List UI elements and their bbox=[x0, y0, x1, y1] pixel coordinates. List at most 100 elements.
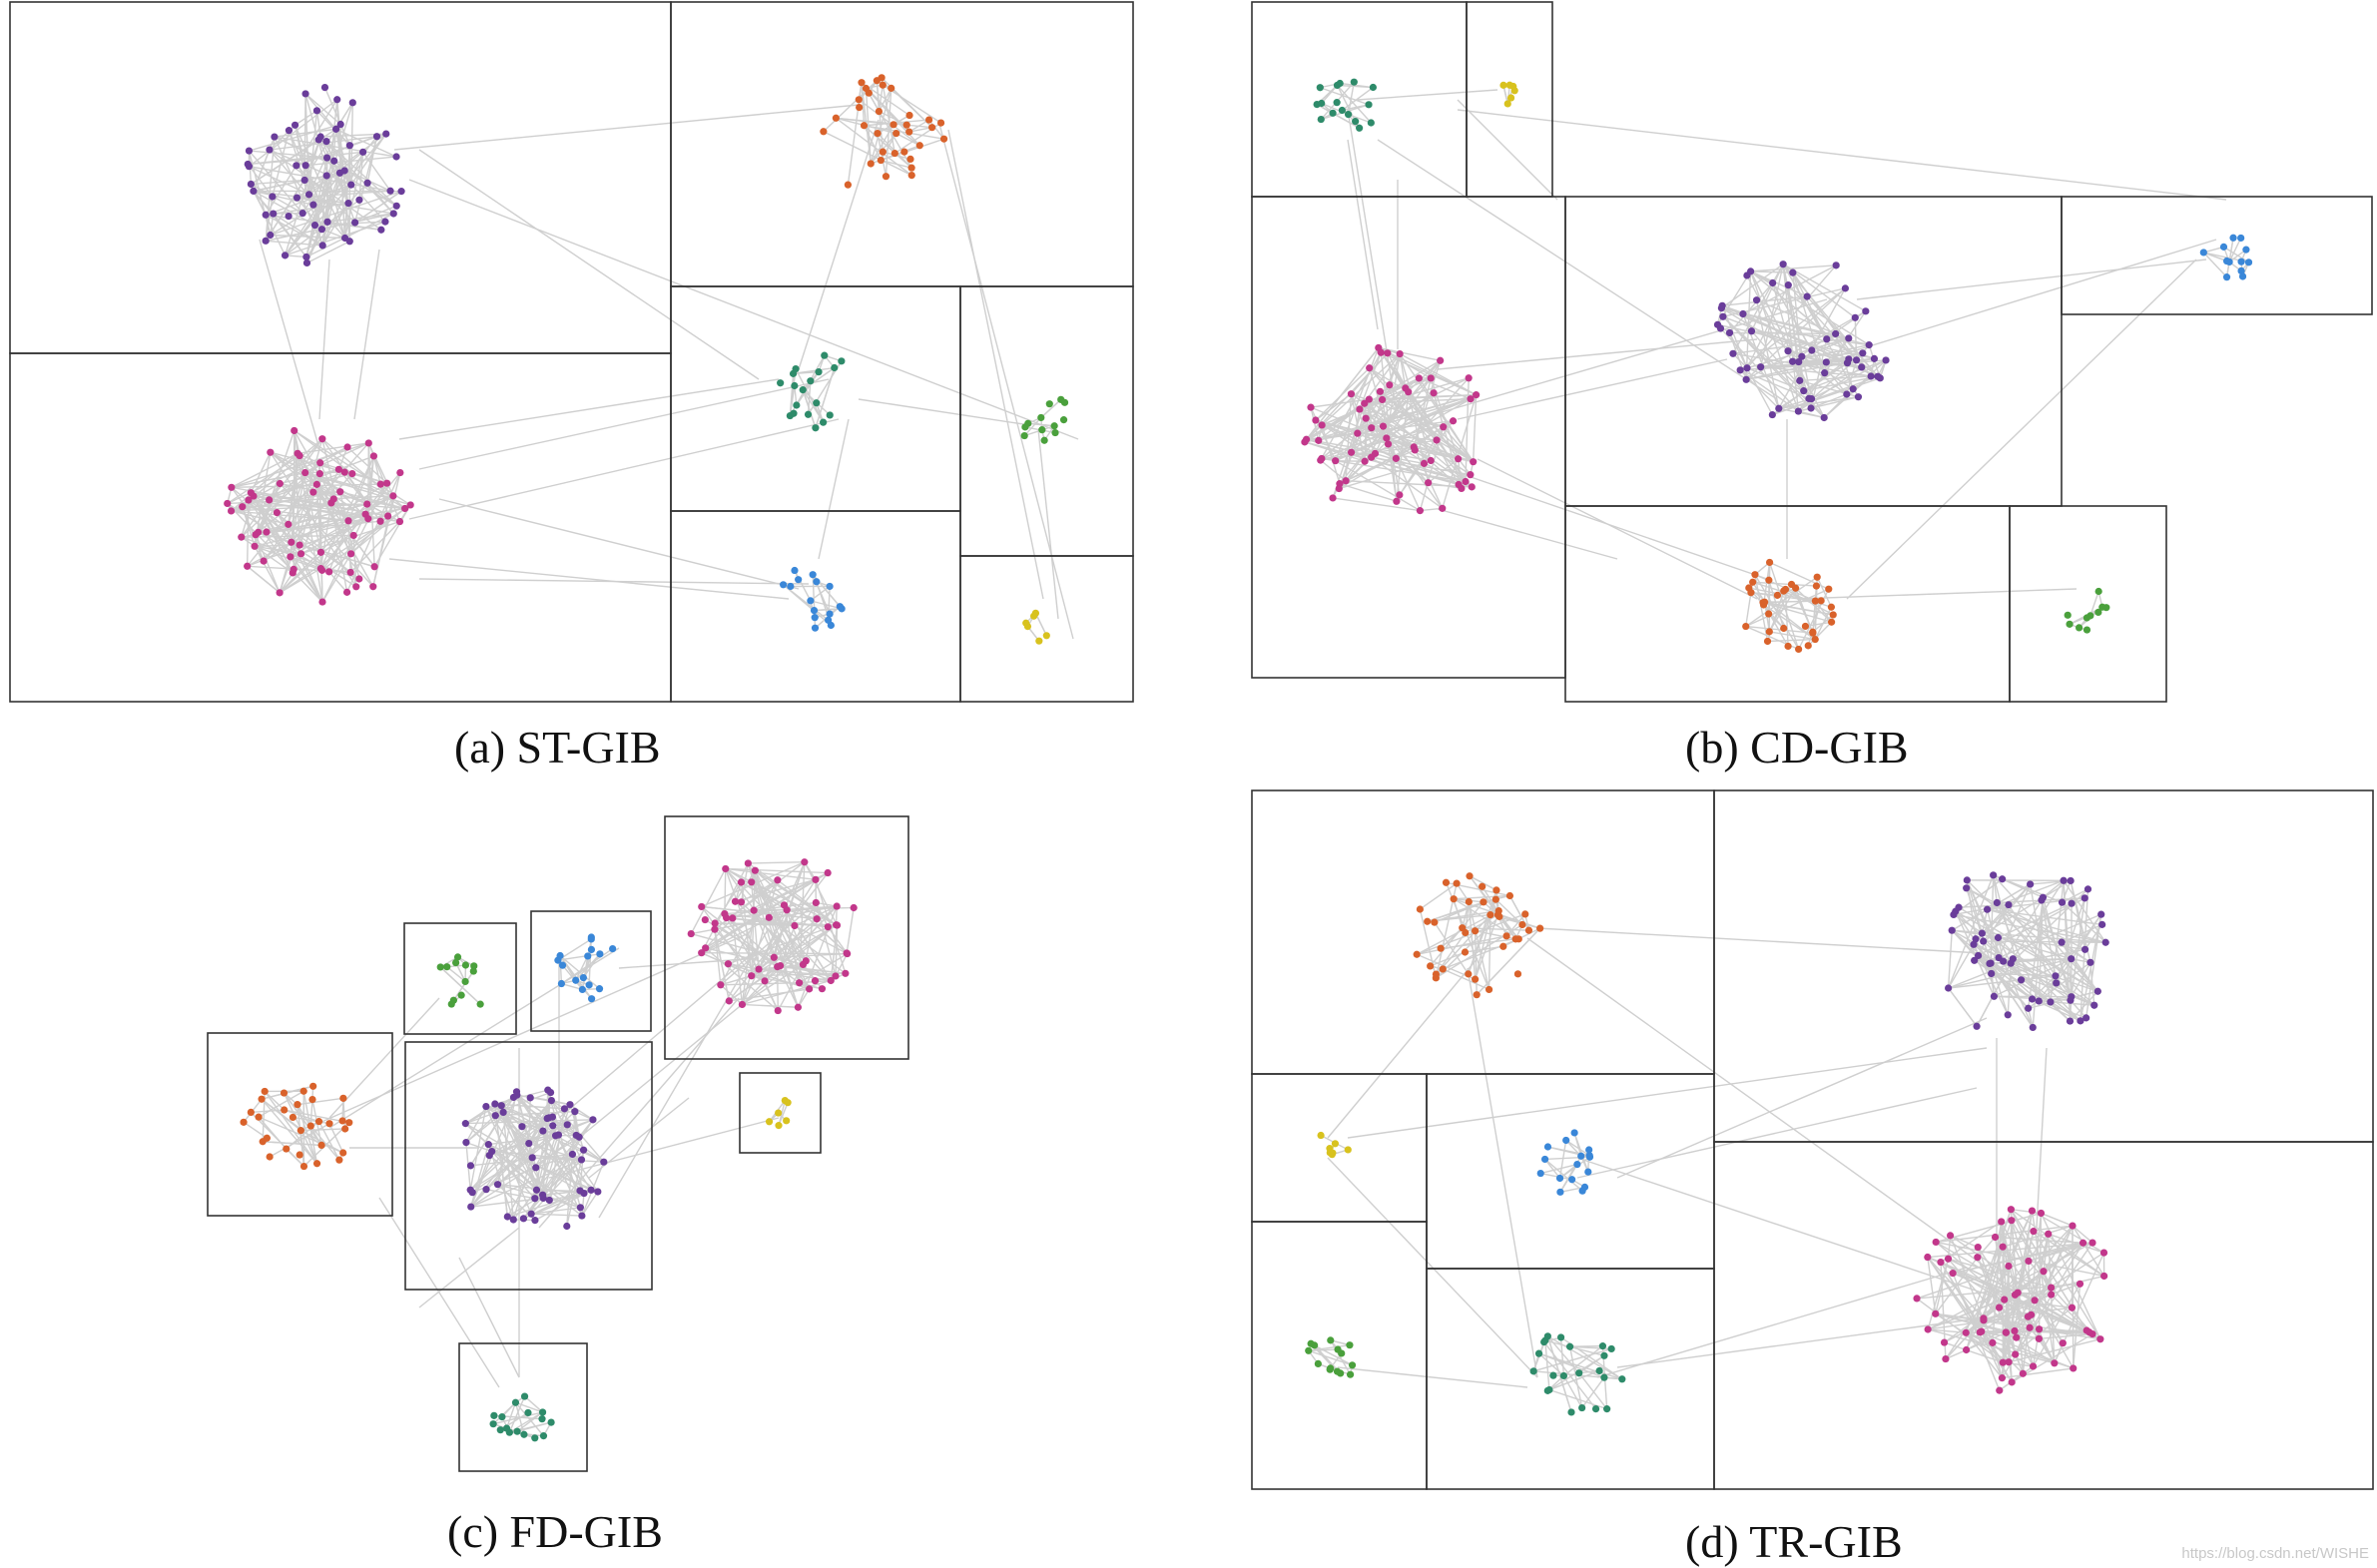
partition-box bbox=[670, 1, 1134, 287]
graph-edge bbox=[1782, 263, 1867, 312]
graph-edge bbox=[304, 471, 368, 505]
graph-node bbox=[325, 1120, 333, 1128]
graph-node bbox=[1963, 876, 1971, 884]
graph-node bbox=[490, 1411, 498, 1419]
graph-edge bbox=[2056, 913, 2102, 984]
graph-edge bbox=[335, 128, 397, 158]
graph-node bbox=[1549, 1371, 1557, 1379]
graph-edge bbox=[1745, 588, 1830, 628]
graph-edge bbox=[2039, 1332, 2093, 1340]
graph-node bbox=[2098, 920, 2106, 928]
graph-node bbox=[467, 1203, 475, 1211]
graph-node bbox=[1455, 455, 1463, 463]
graph-node bbox=[338, 1117, 346, 1125]
caption-tr-gib: (d) TR-GIB bbox=[1685, 1516, 1903, 1567]
graph-node bbox=[336, 120, 344, 129]
graph-node bbox=[369, 583, 377, 591]
graph-edge bbox=[1468, 901, 1477, 980]
graph-node bbox=[2047, 998, 2055, 1006]
graph-edge bbox=[1337, 84, 1374, 89]
graph-edge bbox=[2038, 1213, 2043, 1339]
graph-node bbox=[1050, 422, 1058, 430]
graph-node bbox=[1030, 612, 1038, 620]
graph-edge bbox=[306, 241, 350, 264]
graph-edge bbox=[464, 1103, 496, 1125]
graph-edge bbox=[1983, 940, 2052, 1003]
cluster-magenta-nodes bbox=[1913, 1206, 2108, 1394]
graph-edge bbox=[279, 572, 294, 594]
graph-node bbox=[2100, 1272, 2108, 1281]
graph-node bbox=[1932, 1309, 1940, 1317]
graph-node bbox=[1492, 886, 1500, 894]
graph-edge bbox=[2004, 1299, 2093, 1335]
graph-edge bbox=[561, 982, 583, 991]
graph-node bbox=[1440, 423, 1448, 431]
graph-edge bbox=[1369, 393, 1477, 400]
graph-node bbox=[524, 1408, 532, 1417]
graph-node bbox=[1944, 1255, 1953, 1263]
graph-node bbox=[1924, 1253, 1932, 1262]
graph-edge bbox=[1418, 377, 1475, 463]
graph-edge bbox=[1927, 1259, 1950, 1330]
graph-node bbox=[915, 142, 923, 150]
graph-node bbox=[532, 1186, 541, 1194]
graph-edge bbox=[279, 438, 323, 594]
graph-node bbox=[905, 111, 913, 120]
cluster-blue-nodes bbox=[554, 933, 617, 1003]
graph-node bbox=[1534, 1349, 1543, 1357]
graph-node bbox=[2000, 957, 2008, 965]
graph-node bbox=[827, 976, 835, 985]
graph-node bbox=[888, 84, 895, 92]
graph-edge bbox=[470, 1136, 580, 1208]
graph-node bbox=[1045, 400, 1053, 408]
graph-edge bbox=[1335, 359, 1442, 462]
graph-node bbox=[1996, 1386, 2004, 1394]
graph-node bbox=[1377, 348, 1385, 356]
cluster-orange-nodes bbox=[1742, 558, 1837, 654]
partition-box bbox=[670, 510, 961, 703]
graph-node bbox=[1851, 313, 1859, 321]
graph-node bbox=[1798, 352, 1806, 360]
graph-node bbox=[511, 1398, 520, 1406]
graph-node bbox=[452, 958, 460, 967]
inter-community-edge bbox=[1327, 1157, 1538, 1378]
graph-edge bbox=[1728, 332, 1748, 369]
graph-node bbox=[905, 128, 913, 136]
graph-node bbox=[266, 146, 274, 154]
graph-node bbox=[748, 878, 756, 886]
graph-node bbox=[1718, 301, 1726, 309]
graph-edge bbox=[1927, 1257, 1937, 1314]
graph-edge bbox=[1769, 631, 1816, 641]
graph-node bbox=[1937, 1258, 1945, 1267]
graph-edge bbox=[247, 565, 351, 574]
graph-edge bbox=[1544, 1158, 1561, 1179]
graph-node bbox=[1396, 491, 1404, 499]
graph-edge bbox=[1752, 581, 1766, 603]
graph-edge bbox=[521, 1124, 568, 1128]
graph-edge bbox=[1749, 270, 1825, 418]
graph-edge bbox=[1948, 1258, 2019, 1294]
inter-community-edge bbox=[1327, 957, 1479, 1139]
graph-edge bbox=[1310, 406, 1337, 461]
graph-node bbox=[826, 610, 834, 618]
graph-node bbox=[285, 127, 294, 135]
graph-edge bbox=[1379, 390, 1438, 441]
graph-node bbox=[563, 1121, 571, 1129]
graph-node bbox=[2237, 258, 2245, 265]
graph-node bbox=[341, 1125, 349, 1133]
graph-edge bbox=[2043, 1234, 2050, 1272]
graph-node bbox=[1882, 356, 1890, 364]
graph-node bbox=[1342, 477, 1350, 485]
inter-community-edge bbox=[858, 398, 1024, 425]
graph-edge bbox=[1746, 367, 1804, 392]
graph-edge bbox=[1364, 418, 1367, 462]
graph-node bbox=[1524, 926, 1533, 934]
graph-node bbox=[309, 201, 317, 209]
graph-node bbox=[317, 226, 326, 234]
inter-community-edge bbox=[1846, 259, 2197, 600]
graph-node bbox=[2040, 1268, 2048, 1276]
graph-edge bbox=[317, 1121, 340, 1161]
graph-node bbox=[1361, 399, 1369, 407]
graph-node bbox=[526, 1094, 534, 1102]
graph-edge bbox=[288, 472, 306, 525]
